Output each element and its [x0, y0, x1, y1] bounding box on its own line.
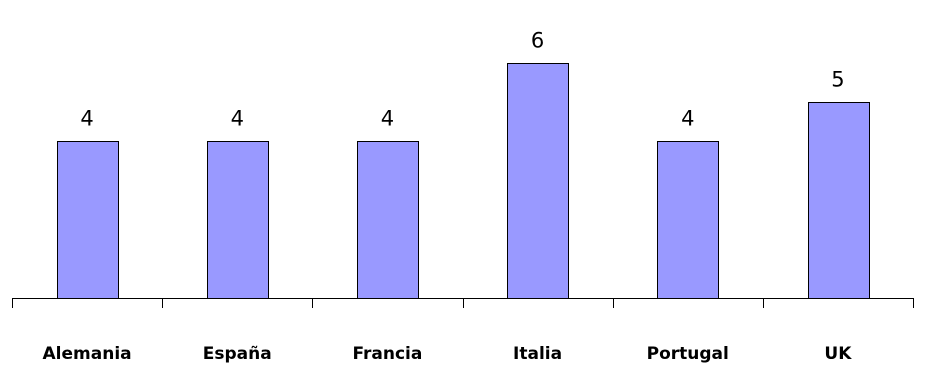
data-label-españa: 4 — [231, 107, 244, 131]
bar-alemania — [57, 141, 119, 299]
category-label-italia: Italia — [513, 344, 562, 364]
category-label-portugal: Portugal — [647, 344, 729, 364]
data-labels-group: 4 4 4 6 4 5 — [80, 29, 844, 131]
data-label-francia: 4 — [381, 107, 394, 131]
category-labels-group: Alemania España Francia Italia Portugal UK — [43, 344, 853, 364]
bars-group — [57, 63, 870, 299]
category-label-uk: UK — [824, 344, 852, 364]
data-label-portugal: 4 — [681, 107, 694, 131]
bar-portugal — [657, 141, 719, 299]
category-label-francia: Francia — [352, 344, 422, 364]
data-label-uk: 5 — [831, 68, 844, 92]
bar-uk — [808, 102, 870, 299]
x-axis — [12, 298, 914, 308]
category-label-españa: España — [203, 344, 272, 364]
category-label-alemania: Alemania — [43, 344, 132, 364]
data-label-alemania: 4 — [80, 107, 93, 131]
data-label-italia: 6 — [531, 29, 544, 53]
bar-españa — [207, 141, 269, 299]
bar-italia — [507, 63, 569, 299]
bar-francia — [357, 141, 419, 299]
